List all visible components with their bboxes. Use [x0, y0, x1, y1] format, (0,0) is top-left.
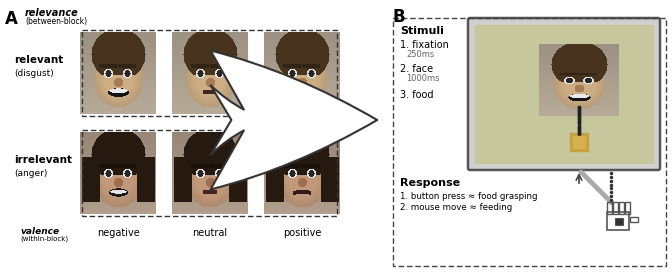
Bar [619, 202, 624, 214]
Bar [625, 202, 630, 214]
Bar [607, 212, 629, 230]
Text: valence: valence [20, 227, 59, 236]
Text: (disgust): (disgust) [14, 69, 54, 78]
Text: 250ms: 250ms [406, 50, 434, 59]
Text: (anger): (anger) [14, 168, 47, 178]
Bar [475, 25, 653, 163]
Bar [613, 202, 618, 214]
Text: Stimuli: Stimuli [400, 26, 444, 36]
Text: 2. face: 2. face [400, 64, 433, 74]
Text: B: B [393, 8, 406, 26]
Bar [573, 136, 585, 148]
Text: irrelevant: irrelevant [14, 155, 72, 165]
Text: relevant: relevant [14, 55, 63, 65]
Bar [630, 217, 638, 222]
Text: 3. food: 3. food [400, 90, 433, 100]
Text: Response: Response [400, 178, 460, 188]
FancyBboxPatch shape [468, 18, 660, 170]
Bar [82, 130, 337, 216]
Text: 2. mouse move ≈ feeding: 2. mouse move ≈ feeding [400, 203, 512, 212]
Text: (between-block): (between-block) [25, 17, 87, 26]
Text: neutral: neutral [192, 228, 228, 238]
Text: negative: negative [97, 228, 139, 238]
Text: 1000ms: 1000ms [406, 74, 439, 83]
Bar [607, 202, 612, 214]
Bar [615, 218, 623, 225]
Text: 1. button press ≈ food grasping: 1. button press ≈ food grasping [400, 192, 538, 201]
Text: relevance: relevance [25, 8, 79, 18]
Text: (within-block): (within-block) [20, 236, 68, 243]
Bar [82, 30, 337, 116]
Bar [570, 133, 588, 151]
Text: A: A [5, 10, 18, 28]
Text: 1. fixation: 1. fixation [400, 40, 449, 50]
Text: positive: positive [283, 228, 321, 238]
Bar [393, 18, 666, 266]
